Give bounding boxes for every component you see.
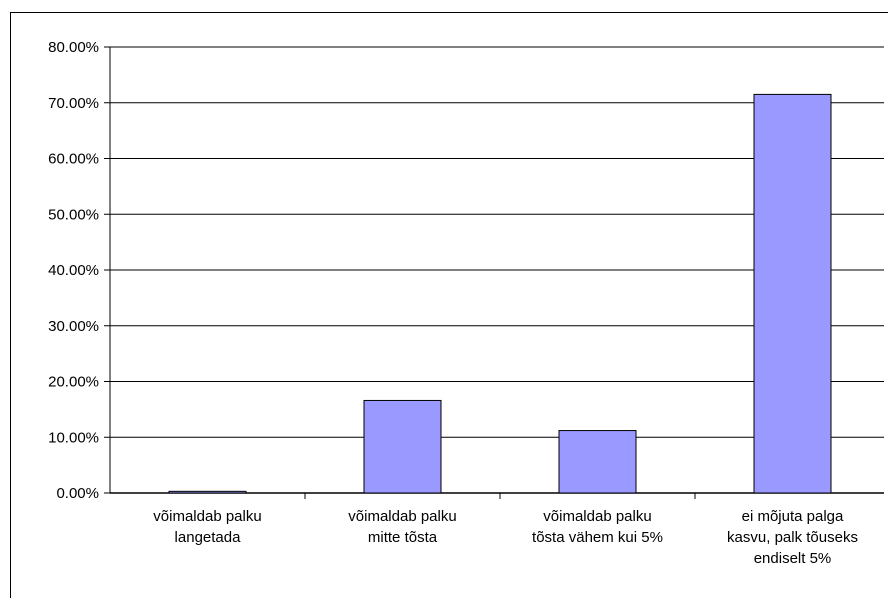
y-tick-label: 30.00% [48,318,99,335]
bar [558,430,637,494]
x-tick-label-line: võimaldab palku [153,508,261,525]
y-tick-label: 20.00% [48,374,99,391]
bar [168,490,247,494]
x-tick-label-line: võimaldab palku [348,508,456,525]
y-tick-label: 50.00% [48,206,99,223]
x-tick-label-line: võimaldab palku [543,508,651,525]
y-tick-label: 40.00% [48,262,99,279]
x-tick-label-line: mitte tõsta [368,529,438,546]
bar [363,399,442,494]
x-tick-label-line: tõsta vähem kui 5% [532,529,663,546]
y-tick-label: 10.00% [48,429,99,446]
x-tick-label-line: langetada [175,529,242,546]
y-tick-label: 80.00% [48,39,99,56]
chart-frame [10,12,888,598]
x-tick-label-line: ei mõjuta palga [742,508,844,525]
y-tick-label: 70.00% [48,95,99,112]
x-tick-label: võimaldab palku mitte tõsta [348,508,456,546]
x-tick-label: võimaldab palku langetada [153,508,261,546]
bar [753,93,832,494]
x-tick-label: ei mõjuta palga kasvu, palk tõuseks endise… [727,508,858,567]
y-tick-label: 60.00% [48,151,99,168]
x-tick-label-line: kasvu, palk tõuseks [727,529,858,546]
y-tick-label: 0.00% [56,485,99,502]
x-tick-label: võimaldab palku tõsta vähem kui 5% [532,508,663,546]
x-tick-label-line: endiselt 5% [754,550,832,567]
